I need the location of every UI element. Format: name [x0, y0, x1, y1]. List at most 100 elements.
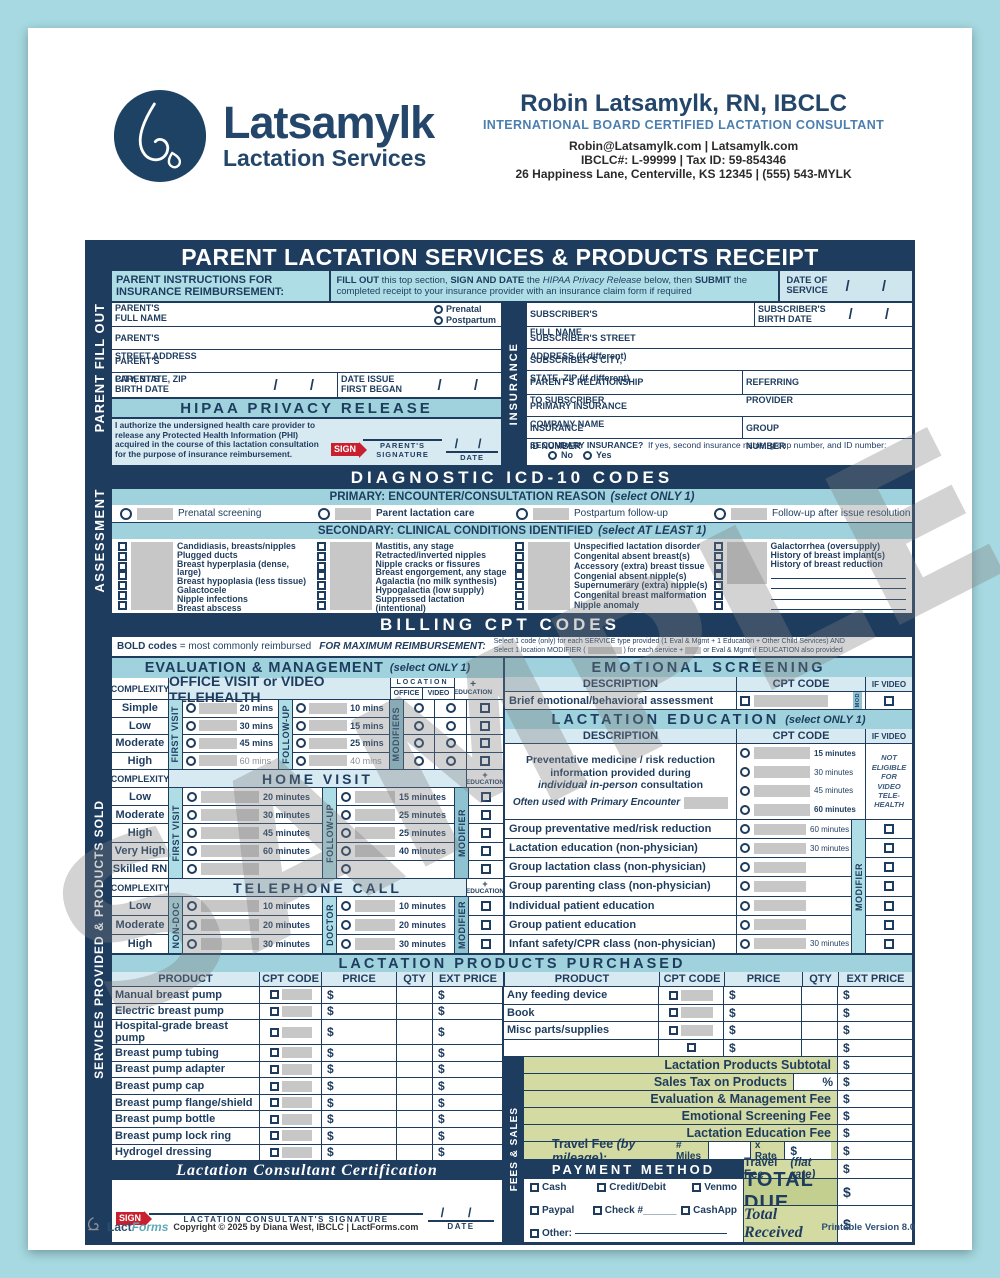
price-cell[interactable]: $: [322, 1127, 397, 1144]
condition-checkbox[interactable]: [316, 561, 326, 571]
condition-checkbox[interactable]: [515, 561, 524, 571]
postpartum-radio[interactable]: [434, 315, 444, 325]
location-video-radio[interactable]: [445, 738, 456, 749]
em-fee-cell[interactable]: $: [837, 1091, 912, 1107]
condition-checkbox[interactable]: [515, 591, 524, 601]
ext-price-cell[interactable]: $: [433, 1111, 503, 1127]
ext-price-cell[interactable]: $: [433, 1020, 503, 1045]
secondary-yes-radio[interactable]: [583, 450, 593, 460]
home-follow-radio[interactable]: [341, 864, 351, 875]
price-cell[interactable]: $: [322, 1094, 397, 1111]
price-cell[interactable]: $: [724, 987, 803, 1004]
if-video-checkbox[interactable]: [884, 919, 894, 930]
product-cpt-checkbox[interactable]: [269, 1027, 279, 1037]
condition-checkbox[interactable]: [316, 581, 326, 591]
condition-checkbox[interactable]: [713, 561, 723, 571]
home-first-radio[interactable]: [187, 809, 197, 820]
qty-cell[interactable]: [397, 1045, 433, 1061]
travel-flat-cell[interactable]: $: [837, 1160, 912, 1178]
home-follow-radio[interactable]: [341, 809, 351, 820]
location-video-radio[interactable]: [445, 703, 456, 714]
education-addon-checkbox[interactable]: [481, 901, 491, 911]
parent-signature-field[interactable]: PARENT'S SIGNATURE: [363, 439, 443, 459]
condition-checkbox[interactable]: [713, 581, 723, 591]
ext-price-cell[interactable]: $: [433, 1127, 503, 1144]
home-first-radio[interactable]: [187, 828, 197, 838]
education-addon-checkbox[interactable]: [481, 791, 491, 802]
total-received-cell[interactable]: $: [837, 1206, 912, 1242]
price-cell[interactable]: $: [322, 1003, 397, 1020]
condition-checkbox[interactable]: [316, 600, 326, 610]
tax-percent-cell[interactable]: %: [793, 1074, 837, 1090]
phone-nondoc-radio[interactable]: [187, 939, 197, 949]
education-addon-checkbox[interactable]: [480, 755, 491, 766]
if-video-checkbox[interactable]: [884, 695, 894, 706]
ext-price-cell[interactable]: $: [433, 1045, 503, 1061]
paypal-checkbox[interactable]: [530, 1206, 540, 1215]
condition-checkbox[interactable]: [118, 600, 127, 610]
qty-cell[interactable]: [397, 1020, 433, 1045]
education-addon-checkbox[interactable]: [481, 828, 491, 838]
referring-provider-field[interactable]: REFERRING PROVIDER: [742, 371, 912, 405]
writein-condition-line[interactable]: [770, 600, 906, 611]
education-addon-checkbox[interactable]: [480, 703, 491, 714]
cashapp-checkbox[interactable]: [681, 1206, 691, 1215]
education-fee-cell[interactable]: $: [837, 1125, 912, 1141]
education-addon-checkbox[interactable]: [480, 720, 491, 731]
primary-option-radio[interactable]: [120, 507, 132, 520]
price-cell[interactable]: $: [322, 1144, 397, 1161]
ext-price-cell[interactable]: $: [433, 1078, 503, 1094]
subscriber-birthdate-field[interactable]: SUBSCRIBER'S BIRTH DATE / /: [754, 303, 912, 326]
writein-condition-line[interactable]: [770, 589, 906, 600]
product-cpt-checkbox[interactable]: [686, 1043, 696, 1053]
education-radio[interactable]: [740, 881, 750, 892]
condition-checkbox[interactable]: [713, 551, 723, 561]
qty-cell[interactable]: [397, 1003, 433, 1020]
qty-cell[interactable]: [397, 1111, 433, 1127]
product-cpt-checkbox[interactable]: [669, 1025, 679, 1035]
condition-checkbox[interactable]: [118, 581, 127, 591]
consultant-date-field[interactable]: / / DATE: [428, 1205, 495, 1231]
condition-checkbox[interactable]: [713, 571, 723, 581]
qty-cell[interactable]: [397, 1061, 433, 1078]
condition-checkbox[interactable]: [118, 542, 127, 551]
condition-checkbox[interactable]: [118, 561, 127, 571]
office-first-radio[interactable]: [185, 720, 196, 731]
office-follow-radio[interactable]: [296, 755, 307, 766]
location-video-radio[interactable]: [445, 720, 456, 731]
ext-price-cell[interactable]: $: [433, 1144, 503, 1161]
ext-price-cell[interactable]: $: [433, 1061, 503, 1078]
office-first-radio[interactable]: [185, 703, 196, 714]
if-video-checkbox[interactable]: [884, 862, 894, 873]
education-radio[interactable]: [740, 919, 750, 930]
parent-city-field[interactable]: PARENT'S CITY, STATE, ZIP: [112, 350, 502, 384]
qty-cell[interactable]: [397, 1144, 433, 1161]
location-office-radio[interactable]: [413, 703, 424, 714]
prenatal-radio[interactable]: [434, 304, 444, 314]
location-office-radio[interactable]: [413, 720, 424, 731]
location-video-radio[interactable]: [445, 755, 456, 766]
product-cpt-checkbox[interactable]: [269, 990, 279, 1000]
secondary-no-radio[interactable]: [548, 450, 558, 460]
location-office-radio[interactable]: [413, 738, 424, 749]
condition-checkbox[interactable]: [515, 571, 524, 581]
price-cell[interactable]: $: [322, 1111, 397, 1127]
credit-checkbox[interactable]: [597, 1183, 607, 1192]
emotional-cpt-checkbox[interactable]: [740, 695, 750, 706]
if-video-checkbox[interactable]: [884, 938, 894, 949]
condition-checkbox[interactable]: [713, 591, 723, 601]
education-radio[interactable]: [740, 900, 750, 911]
parent-birthdate-field[interactable]: PARENT'S BIRTH DATE / /: [115, 374, 328, 394]
price-cell[interactable]: $: [322, 1061, 397, 1078]
condition-checkbox[interactable]: [515, 581, 524, 591]
phone-nondoc-radio[interactable]: [187, 901, 197, 911]
condition-checkbox[interactable]: [316, 571, 326, 581]
product-cpt-checkbox[interactable]: [669, 1008, 679, 1018]
education-radio[interactable]: [740, 938, 750, 949]
ext-price-cell[interactable]: $: [433, 987, 503, 1003]
condition-checkbox[interactable]: [316, 551, 326, 561]
education-radio[interactable]: [740, 824, 750, 835]
insurance-company-field[interactable]: PRIMARY INSURANCE COMPANY NAME: [527, 395, 912, 429]
education-addon-checkbox[interactable]: [481, 920, 491, 930]
primary-option-radio[interactable]: [516, 507, 528, 520]
